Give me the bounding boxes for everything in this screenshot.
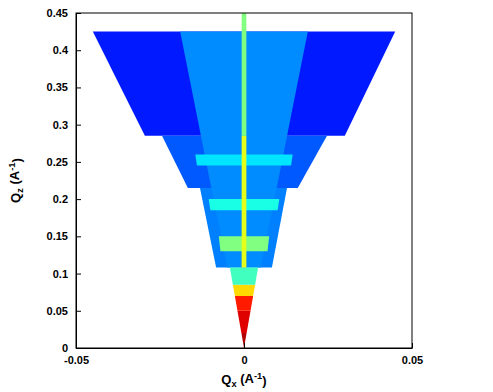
- cells: [93, 13, 395, 348]
- y-tick-mark: [76, 50, 81, 51]
- heat-cell: [235, 296, 253, 311]
- x-tick-label: 0: [241, 354, 247, 366]
- x-tick-label: 0.05: [402, 354, 423, 366]
- y-tick-mark: [76, 311, 81, 312]
- y-tick-label: 0.1: [53, 268, 68, 280]
- heat-cell: [230, 268, 258, 285]
- plot: -0.0500.0500.050.10.150.20.250.30.350.40…: [47, 7, 424, 366]
- y-tick-label: 0: [62, 342, 68, 354]
- heat-cell: [233, 285, 255, 296]
- heat-cell: [241, 333, 246, 348]
- heat-cell: [242, 136, 247, 268]
- y-tick-mark: [76, 87, 81, 88]
- plot-frame: [76, 13, 412, 348]
- heat-cell: [237, 311, 250, 333]
- x-tick: 0: [241, 343, 247, 366]
- y-tick: 0.3: [53, 119, 81, 131]
- y-tick-label: 0.25: [47, 156, 68, 168]
- y-tick-label: 0.2: [53, 193, 68, 205]
- y-tick-label: 0.05: [47, 305, 68, 317]
- heat-cell: [242, 13, 247, 136]
- y-tick-mark: [76, 162, 81, 163]
- y-tick-label: 0.4: [53, 44, 69, 56]
- x-tick-label: -0.05: [64, 354, 89, 366]
- y-tick-mark: [76, 199, 81, 200]
- y-tick: 0.2: [53, 193, 81, 205]
- y-tick-mark: [76, 125, 81, 126]
- chart: -0.0500.0500.050.10.150.20.250.30.350.40…: [0, 0, 493, 392]
- y-axis-title: Qz (A-1): [7, 158, 25, 203]
- y-tick-label: 0.45: [47, 7, 68, 19]
- plot-background: [76, 13, 412, 348]
- y-tick-label: 0.15: [47, 230, 68, 242]
- y-tick-mark: [76, 274, 81, 275]
- y-tick: 0.4: [53, 44, 81, 56]
- y-tick-label: 0.3: [53, 119, 68, 131]
- x-tick-mark: [244, 343, 245, 348]
- x-axis: -0.0500.05: [64, 343, 423, 366]
- y-tick: 0.1: [53, 268, 81, 280]
- y-tick-mark: [76, 236, 81, 237]
- y-tick-label: 0.35: [47, 81, 68, 93]
- x-axis-title: Qx (A-1): [221, 371, 266, 389]
